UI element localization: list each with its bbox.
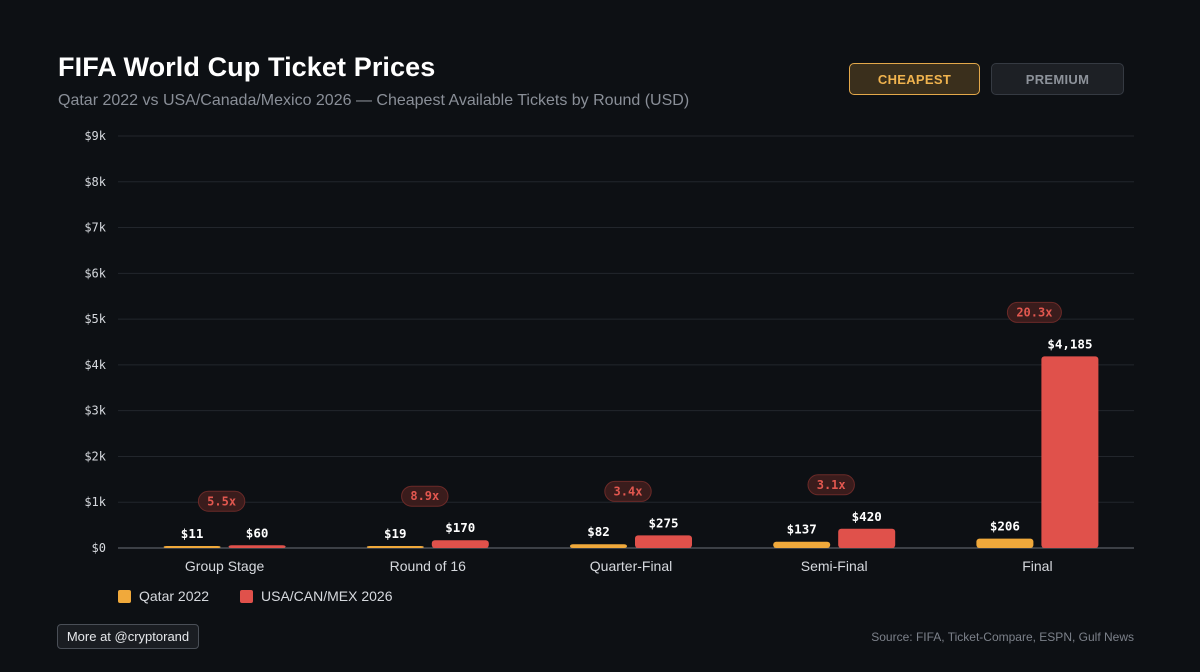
- source-note: Source: FIFA, Ticket-Compare, ESPN, Gulf…: [871, 630, 1134, 644]
- ratio-badge: [807, 474, 855, 496]
- legend-label-qatar: Qatar 2022: [139, 588, 210, 604]
- value-label-qatar: $82: [587, 524, 610, 539]
- ratio-badge: [401, 485, 449, 507]
- cheapest-toggle-button[interactable]: CHEAPEST: [849, 63, 980, 95]
- ratio-badge: [1006, 301, 1062, 323]
- bar-usa: [838, 528, 896, 548]
- y-tick-label: $0: [92, 541, 106, 555]
- bar-qatar: [976, 538, 1034, 548]
- ratio-badge-label: 3.4x: [614, 484, 643, 498]
- value-label-qatar: $206: [990, 519, 1020, 534]
- premium-toggle-button[interactable]: PREMIUM: [991, 63, 1124, 95]
- value-label-usa: $60: [246, 525, 269, 540]
- y-tick-label: $7k: [84, 221, 106, 235]
- page-title: FIFA World Cup Ticket Prices: [58, 52, 436, 82]
- y-tick-label: $8k: [84, 175, 106, 189]
- bar-qatar: [773, 541, 831, 548]
- value-label-usa: $275: [648, 515, 678, 530]
- value-label-qatar: $137: [787, 522, 817, 537]
- value-label-usa: $420: [852, 509, 882, 524]
- ratio-badge: [604, 480, 652, 502]
- y-tick-label: $2k: [84, 449, 106, 463]
- x-category-label: Quarter-Final: [590, 558, 672, 574]
- x-category-label: Final: [1022, 558, 1052, 574]
- bar-qatar: [366, 546, 424, 548]
- y-tick-label: $3k: [84, 404, 106, 418]
- ratio-badge-label: 20.3x: [1016, 305, 1052, 319]
- y-tick-label: $6k: [84, 266, 106, 280]
- value-label-qatar: $11: [181, 526, 204, 541]
- ratio-badge-label: 5.5x: [207, 494, 236, 508]
- bar-usa: [1041, 356, 1099, 548]
- bar-qatar: [163, 546, 221, 548]
- legend-item-usa: USA/CAN/MEX 2026: [240, 588, 393, 604]
- legend-swatch-usa: [240, 589, 253, 603]
- bar-qatar: [570, 544, 627, 548]
- legend-swatch-qatar: [118, 589, 131, 603]
- value-label-qatar: $19: [384, 526, 407, 541]
- x-category-label: Group Stage: [185, 558, 265, 574]
- more-link-button[interactable]: More at @cryptorand: [57, 624, 199, 649]
- bar-usa: [431, 540, 489, 548]
- y-tick-label: $4k: [84, 358, 106, 372]
- legend-item-qatar: Qatar 2022: [118, 588, 209, 604]
- bar-usa: [228, 545, 286, 548]
- value-label-usa: $170: [445, 520, 475, 535]
- x-category-label: Semi-Final: [801, 558, 868, 574]
- y-tick-label: $5k: [84, 312, 106, 326]
- y-tick-label: $1k: [84, 495, 106, 509]
- ratio-badge-label: 3.1x: [817, 478, 846, 492]
- page-subtitle: Qatar 2022 vs USA/Canada/Mexico 2026 — C…: [58, 92, 690, 109]
- ratio-badge: [197, 490, 246, 512]
- value-label-usa: $4,185: [1047, 336, 1092, 351]
- y-tick-label: $9k: [84, 129, 106, 143]
- x-category-label: Round of 16: [390, 558, 466, 574]
- legend-label-usa: USA/CAN/MEX 2026: [261, 588, 393, 604]
- ratio-badge-label: 8.9x: [410, 489, 439, 503]
- bar-usa: [635, 535, 692, 548]
